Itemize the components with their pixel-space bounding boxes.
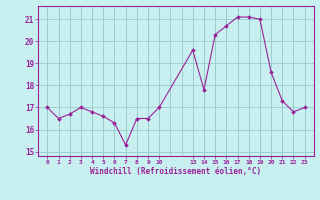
X-axis label: Windchill (Refroidissement éolien,°C): Windchill (Refroidissement éolien,°C) [91, 167, 261, 176]
